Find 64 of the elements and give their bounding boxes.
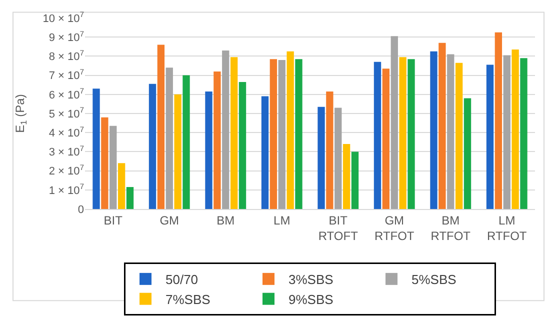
y-tick-label: 4 × 10$^{7}$ (48, 124, 84, 140)
bar (205, 92, 212, 209)
bar (166, 68, 173, 209)
y-tick-label: 0 (78, 204, 84, 216)
x-tick-label: BIT (104, 213, 124, 228)
bar (92, 88, 100, 209)
bar (438, 42, 446, 209)
bar (148, 84, 156, 209)
legend-label: 50/70 (166, 272, 198, 287)
y-tick-label: 7 × 10$^{7}$ (48, 68, 84, 82)
bar (486, 64, 494, 209)
bar (270, 59, 278, 209)
bar (447, 54, 454, 209)
x-tick-label: BM RTFOT (430, 213, 472, 243)
bar (126, 187, 134, 209)
x-tick-label: LM RTFOT (486, 213, 528, 243)
bar (118, 163, 126, 209)
y-tick-label: 9 × 10$^{7}$ (48, 29, 84, 44)
x-tick-label: LM (274, 213, 290, 228)
bar (101, 117, 108, 209)
legend-label: 9%SBS (288, 292, 334, 307)
bar (399, 57, 406, 209)
bar (455, 62, 463, 209)
bar (182, 75, 190, 209)
y-tick-label: 5 × 10$^{7}$ (48, 106, 84, 120)
y-tick-label: 6 × 10$^{7}$ (48, 86, 84, 102)
y-tick-label: 8 × 10$^{7}$ (48, 48, 84, 64)
bar (318, 106, 325, 209)
bar (494, 32, 502, 209)
bar (512, 50, 519, 209)
y-tick-label: 1 × 10$^{7}$ (48, 182, 84, 197)
bar (326, 92, 334, 209)
bar (157, 44, 165, 209)
bar (390, 36, 398, 209)
y-tick-label: 10 × 10$^{7}$ (42, 10, 84, 25)
bar (230, 57, 238, 209)
bar (295, 59, 302, 209)
x-tick-label: GM RTFOT (374, 213, 415, 243)
bar (286, 51, 294, 209)
bar (351, 152, 359, 209)
bar (382, 68, 390, 209)
y-tick-label: 2 × 10$^{7}$ (48, 163, 84, 178)
y-tick-label: 3 × 10$^{7}$ (48, 144, 84, 159)
bar (110, 126, 117, 209)
legend-label: 5%SBS (412, 272, 457, 287)
legend-label: 7%SBS (166, 292, 211, 307)
bar (342, 144, 350, 209)
bar (503, 55, 510, 209)
bar (238, 82, 246, 209)
bar (334, 108, 342, 209)
x-tick-label: GM (160, 213, 180, 228)
x-tick-label: BIT RTOFT (318, 213, 359, 243)
bar (174, 94, 182, 209)
bar (408, 59, 415, 209)
bar (374, 62, 382, 209)
bar (214, 71, 221, 209)
bar (430, 51, 438, 209)
x-tick-label: BM (216, 213, 235, 228)
legend-label: 3%SBS (288, 272, 334, 287)
bar (278, 60, 286, 209)
bar (520, 58, 528, 209)
bar (261, 96, 269, 209)
bar (464, 98, 472, 209)
bar (222, 50, 230, 209)
